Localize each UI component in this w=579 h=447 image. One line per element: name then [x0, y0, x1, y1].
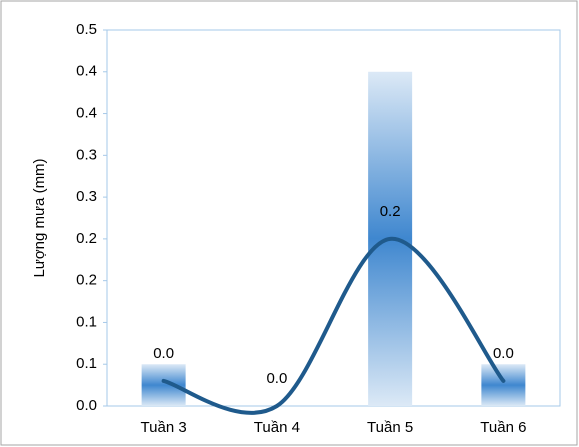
y-tick-label: 0.1	[76, 355, 97, 372]
y-axis-label: Lượng mưa (mm)	[31, 158, 48, 277]
y-tick-label: 0.2	[76, 272, 97, 289]
y-tick-label: 0.5	[76, 21, 97, 38]
y-tick-label: 0.4	[76, 105, 97, 122]
y-tick-label: 0.4	[76, 63, 97, 80]
bar	[481, 364, 526, 406]
x-tick-label: Tuần 3	[141, 419, 187, 436]
x-tick-label: Tuần 5	[367, 419, 413, 436]
bar	[141, 364, 186, 406]
y-tick-label: 0.3	[76, 188, 97, 205]
plot-area	[106, 29, 561, 407]
data-label: 0.2	[380, 203, 401, 220]
data-label: 0.0	[153, 345, 174, 362]
y-tick-label: 0.3	[76, 146, 97, 163]
y-tick-label: 0.2	[76, 230, 97, 247]
data-label: 0.0	[266, 370, 287, 387]
line	[161, 236, 506, 415]
data-label: 0.0	[493, 345, 514, 362]
x-tick-label: Tuần 4	[254, 419, 300, 436]
x-tick-label: Tuần 6	[480, 419, 526, 436]
y-tick-label: 0.0	[76, 397, 97, 414]
y-tick-label: 0.1	[76, 313, 97, 330]
